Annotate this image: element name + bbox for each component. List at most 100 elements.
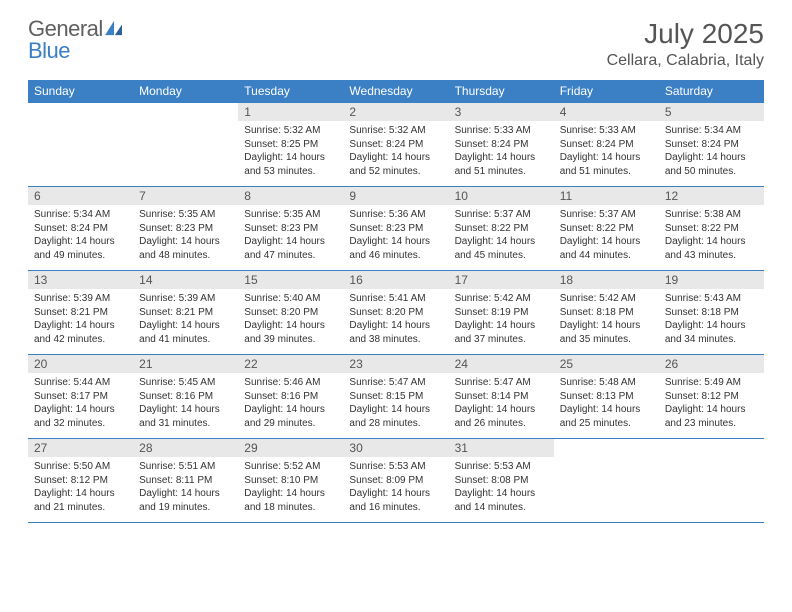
daylight-line: Daylight: 14 hours and 47 minutes.	[244, 235, 337, 262]
sunrise-line: Sunrise: 5:53 AM	[455, 460, 548, 474]
day-number: 3	[449, 103, 554, 121]
weekday-header: Thursday	[449, 80, 554, 103]
calendar-day-cell: 11Sunrise: 5:37 AMSunset: 8:22 PMDayligh…	[554, 187, 659, 271]
sunset-line: Sunset: 8:09 PM	[349, 474, 442, 488]
calendar-day-cell: 16Sunrise: 5:41 AMSunset: 8:20 PMDayligh…	[343, 271, 448, 355]
day-details: Sunrise: 5:35 AMSunset: 8:23 PMDaylight:…	[238, 205, 343, 268]
daylight-line: Daylight: 14 hours and 26 minutes.	[455, 403, 548, 430]
calendar-day-cell: 3Sunrise: 5:33 AMSunset: 8:24 PMDaylight…	[449, 103, 554, 187]
day-number: 25	[554, 355, 659, 373]
day-details: Sunrise: 5:39 AMSunset: 8:21 PMDaylight:…	[133, 289, 238, 352]
day-details: Sunrise: 5:45 AMSunset: 8:16 PMDaylight:…	[133, 373, 238, 436]
day-number: 27	[28, 439, 133, 457]
day-details: Sunrise: 5:33 AMSunset: 8:24 PMDaylight:…	[449, 121, 554, 184]
sunrise-line: Sunrise: 5:49 AM	[665, 376, 758, 390]
sunset-line: Sunset: 8:23 PM	[139, 222, 232, 236]
day-number: 19	[659, 271, 764, 289]
day-details: Sunrise: 5:34 AMSunset: 8:24 PMDaylight:…	[28, 205, 133, 268]
sunrise-line: Sunrise: 5:33 AM	[560, 124, 653, 138]
brand-sail-icon	[104, 20, 124, 36]
daylight-line: Daylight: 14 hours and 51 minutes.	[455, 151, 548, 178]
calendar-day-cell: 31Sunrise: 5:53 AMSunset: 8:08 PMDayligh…	[449, 439, 554, 523]
sunset-line: Sunset: 8:12 PM	[34, 474, 127, 488]
sunrise-line: Sunrise: 5:45 AM	[139, 376, 232, 390]
day-details: Sunrise: 5:38 AMSunset: 8:22 PMDaylight:…	[659, 205, 764, 268]
sunset-line: Sunset: 8:16 PM	[139, 390, 232, 404]
daylight-line: Daylight: 14 hours and 21 minutes.	[34, 487, 127, 514]
calendar-day-cell: 19Sunrise: 5:43 AMSunset: 8:18 PMDayligh…	[659, 271, 764, 355]
day-number: 20	[28, 355, 133, 373]
sunset-line: Sunset: 8:20 PM	[244, 306, 337, 320]
day-number: 11	[554, 187, 659, 205]
day-details: Sunrise: 5:42 AMSunset: 8:19 PMDaylight:…	[449, 289, 554, 352]
sunset-line: Sunset: 8:24 PM	[34, 222, 127, 236]
sunrise-line: Sunrise: 5:47 AM	[455, 376, 548, 390]
daylight-line: Daylight: 14 hours and 39 minutes.	[244, 319, 337, 346]
sunset-line: Sunset: 8:22 PM	[665, 222, 758, 236]
sunset-line: Sunset: 8:08 PM	[455, 474, 548, 488]
sunrise-line: Sunrise: 5:38 AM	[665, 208, 758, 222]
sunset-line: Sunset: 8:24 PM	[665, 138, 758, 152]
calendar-day-cell: 9Sunrise: 5:36 AMSunset: 8:23 PMDaylight…	[343, 187, 448, 271]
day-details: Sunrise: 5:43 AMSunset: 8:18 PMDaylight:…	[659, 289, 764, 352]
day-number: 26	[659, 355, 764, 373]
calendar-day-cell: 2Sunrise: 5:32 AMSunset: 8:24 PMDaylight…	[343, 103, 448, 187]
calendar-empty-cell	[659, 439, 764, 523]
day-number: 2	[343, 103, 448, 121]
day-number: 24	[449, 355, 554, 373]
day-details: Sunrise: 5:53 AMSunset: 8:09 PMDaylight:…	[343, 457, 448, 520]
daylight-line: Daylight: 14 hours and 18 minutes.	[244, 487, 337, 514]
sunset-line: Sunset: 8:24 PM	[349, 138, 442, 152]
day-number: 16	[343, 271, 448, 289]
weekday-header: Sunday	[28, 80, 133, 103]
day-details: Sunrise: 5:33 AMSunset: 8:24 PMDaylight:…	[554, 121, 659, 184]
daylight-line: Daylight: 14 hours and 35 minutes.	[560, 319, 653, 346]
day-details: Sunrise: 5:48 AMSunset: 8:13 PMDaylight:…	[554, 373, 659, 436]
calendar-week-row: 1Sunrise: 5:32 AMSunset: 8:25 PMDaylight…	[28, 103, 764, 187]
sunset-line: Sunset: 8:10 PM	[244, 474, 337, 488]
sunset-line: Sunset: 8:17 PM	[34, 390, 127, 404]
day-details: Sunrise: 5:42 AMSunset: 8:18 PMDaylight:…	[554, 289, 659, 352]
header: GeneralBlue July 2025 Cellara, Calabria,…	[28, 18, 764, 70]
sunset-line: Sunset: 8:23 PM	[244, 222, 337, 236]
day-details: Sunrise: 5:32 AMSunset: 8:25 PMDaylight:…	[238, 121, 343, 184]
sunrise-line: Sunrise: 5:39 AM	[139, 292, 232, 306]
month-title: July 2025	[607, 18, 764, 50]
calendar-empty-cell	[554, 439, 659, 523]
calendar-empty-cell	[28, 103, 133, 187]
day-details: Sunrise: 5:52 AMSunset: 8:10 PMDaylight:…	[238, 457, 343, 520]
day-details: Sunrise: 5:51 AMSunset: 8:11 PMDaylight:…	[133, 457, 238, 520]
sunrise-line: Sunrise: 5:32 AM	[349, 124, 442, 138]
daylight-line: Daylight: 14 hours and 50 minutes.	[665, 151, 758, 178]
day-number: 9	[343, 187, 448, 205]
day-number: 28	[133, 439, 238, 457]
calendar-day-cell: 21Sunrise: 5:45 AMSunset: 8:16 PMDayligh…	[133, 355, 238, 439]
weekday-header: Tuesday	[238, 80, 343, 103]
calendar-day-cell: 27Sunrise: 5:50 AMSunset: 8:12 PMDayligh…	[28, 439, 133, 523]
calendar-week-row: 6Sunrise: 5:34 AMSunset: 8:24 PMDaylight…	[28, 187, 764, 271]
day-details: Sunrise: 5:32 AMSunset: 8:24 PMDaylight:…	[343, 121, 448, 184]
sunrise-line: Sunrise: 5:52 AM	[244, 460, 337, 474]
day-number: 5	[659, 103, 764, 121]
sunrise-line: Sunrise: 5:42 AM	[455, 292, 548, 306]
daylight-line: Daylight: 14 hours and 52 minutes.	[349, 151, 442, 178]
sunset-line: Sunset: 8:18 PM	[560, 306, 653, 320]
sunset-line: Sunset: 8:24 PM	[560, 138, 653, 152]
daylight-line: Daylight: 14 hours and 31 minutes.	[139, 403, 232, 430]
daylight-line: Daylight: 14 hours and 23 minutes.	[665, 403, 758, 430]
day-number: 18	[554, 271, 659, 289]
sunrise-line: Sunrise: 5:34 AM	[665, 124, 758, 138]
calendar-body: 1Sunrise: 5:32 AMSunset: 8:25 PMDaylight…	[28, 103, 764, 523]
calendar-day-cell: 4Sunrise: 5:33 AMSunset: 8:24 PMDaylight…	[554, 103, 659, 187]
calendar-day-cell: 22Sunrise: 5:46 AMSunset: 8:16 PMDayligh…	[238, 355, 343, 439]
calendar-day-cell: 23Sunrise: 5:47 AMSunset: 8:15 PMDayligh…	[343, 355, 448, 439]
calendar-day-cell: 5 Sunrise: 5:34 AMSunset: 8:24 PMDaylight…	[659, 103, 764, 187]
day-number: 30	[343, 439, 448, 457]
sunrise-line: Sunrise: 5:36 AM	[349, 208, 442, 222]
day-number: 13	[28, 271, 133, 289]
daylight-line: Daylight: 14 hours and 45 minutes.	[455, 235, 548, 262]
sunrise-line: Sunrise: 5:46 AM	[244, 376, 337, 390]
sunrise-line: Sunrise: 5:37 AM	[560, 208, 653, 222]
sunset-line: Sunset: 8:24 PM	[455, 138, 548, 152]
daylight-line: Daylight: 14 hours and 53 minutes.	[244, 151, 337, 178]
